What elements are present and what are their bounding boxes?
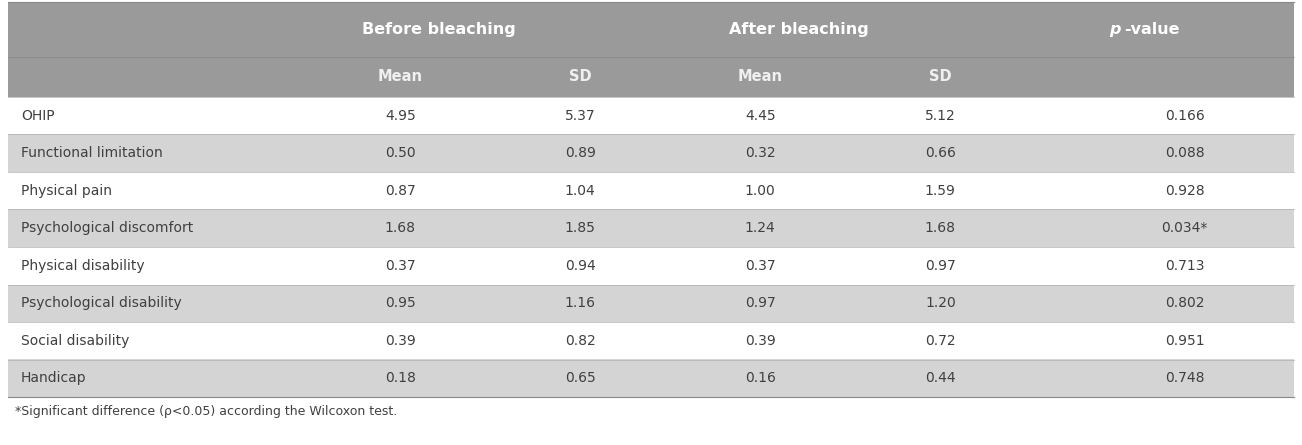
Text: Functional limitation: Functional limitation [21, 146, 163, 160]
Text: p: p [1109, 22, 1121, 37]
Text: 0.39: 0.39 [745, 334, 776, 348]
Text: 0.37: 0.37 [745, 259, 776, 273]
Text: 1.20: 1.20 [924, 296, 956, 310]
Bar [8, 134, 1294, 172]
Text: 0.802: 0.802 [1165, 296, 1204, 310]
Text: 1.59: 1.59 [924, 184, 956, 198]
Text: 0.18: 0.18 [385, 371, 415, 385]
Text: 0.97: 0.97 [924, 259, 956, 273]
Text: Psychological discomfort: Psychological discomfort [21, 221, 193, 235]
Text: Psychological disability: Psychological disability [21, 296, 181, 310]
Text: -value: -value [1124, 22, 1180, 37]
Text: 0.713: 0.713 [1165, 259, 1204, 273]
Text: 4.95: 4.95 [385, 109, 415, 123]
Text: Physical pain: Physical pain [21, 184, 112, 198]
Text: 0.89: 0.89 [565, 146, 596, 160]
Text: 0.951: 0.951 [1165, 334, 1204, 348]
Text: 0.66: 0.66 [924, 146, 956, 160]
Text: 0.088: 0.088 [1165, 146, 1204, 160]
Text: 0.32: 0.32 [745, 146, 776, 160]
Text: 5.37: 5.37 [565, 109, 595, 123]
Text: 0.44: 0.44 [924, 371, 956, 385]
Text: 0.166: 0.166 [1165, 109, 1204, 123]
Text: 1.00: 1.00 [745, 184, 776, 198]
Text: 5.12: 5.12 [924, 109, 956, 123]
Bar [8, 97, 1294, 134]
Text: 0.94: 0.94 [565, 259, 595, 273]
Text: 0.97: 0.97 [745, 296, 776, 310]
Bar [8, 322, 1294, 360]
Bar [8, 247, 1294, 284]
Text: 1.16: 1.16 [565, 296, 596, 310]
Text: 0.034*: 0.034* [1161, 221, 1208, 235]
Text: 0.72: 0.72 [924, 334, 956, 348]
Text: Physical disability: Physical disability [21, 259, 145, 273]
Bar [8, 360, 1294, 397]
Text: OHIP: OHIP [21, 109, 55, 123]
Text: Handicap: Handicap [21, 371, 86, 385]
Text: *Significant difference (ρ<0.05) according the Wilcoxon test.: *Significant difference (ρ<0.05) accordi… [14, 405, 397, 418]
Bar [8, 210, 1294, 247]
Text: 0.928: 0.928 [1165, 184, 1204, 198]
Text: 1.68: 1.68 [384, 221, 415, 235]
Text: 0.39: 0.39 [385, 334, 415, 348]
Text: 1.68: 1.68 [924, 221, 956, 235]
Text: After bleaching: After bleaching [729, 22, 868, 37]
Text: 1.24: 1.24 [745, 221, 776, 235]
Text: Social disability: Social disability [21, 334, 129, 348]
Text: 0.95: 0.95 [385, 296, 415, 310]
Text: Before bleaching: Before bleaching [362, 22, 516, 37]
Bar [8, 172, 1294, 210]
Text: SD: SD [569, 69, 591, 85]
Text: Mean: Mean [378, 69, 423, 85]
Text: 0.16: 0.16 [745, 371, 776, 385]
Text: 0.87: 0.87 [385, 184, 415, 198]
Text: 1.85: 1.85 [565, 221, 596, 235]
Text: 4.45: 4.45 [745, 109, 776, 123]
Bar [8, 2, 1294, 97]
Text: SD: SD [930, 69, 952, 85]
Text: 0.37: 0.37 [385, 259, 415, 273]
Text: 0.65: 0.65 [565, 371, 595, 385]
Text: 0.748: 0.748 [1165, 371, 1204, 385]
Text: 0.82: 0.82 [565, 334, 595, 348]
Text: 0.50: 0.50 [385, 146, 415, 160]
Bar [8, 284, 1294, 322]
Text: Mean: Mean [738, 69, 783, 85]
Text: 1.04: 1.04 [565, 184, 595, 198]
